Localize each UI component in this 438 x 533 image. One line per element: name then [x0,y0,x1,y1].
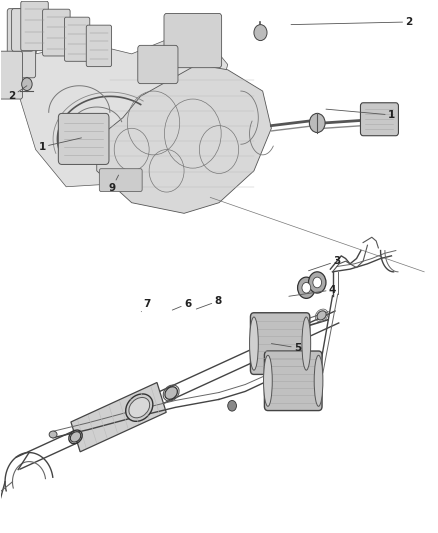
Text: 1: 1 [326,109,395,120]
FancyBboxPatch shape [138,45,178,84]
Text: 4: 4 [289,285,336,296]
FancyBboxPatch shape [12,9,33,51]
FancyBboxPatch shape [64,17,90,61]
FancyBboxPatch shape [164,13,222,68]
FancyBboxPatch shape [265,351,322,410]
FancyBboxPatch shape [42,9,70,56]
FancyBboxPatch shape [7,9,35,78]
FancyBboxPatch shape [360,103,399,136]
Circle shape [313,277,321,288]
FancyBboxPatch shape [21,1,48,51]
Ellipse shape [314,356,323,406]
Text: 2: 2 [8,86,27,101]
Ellipse shape [317,311,326,320]
Ellipse shape [71,432,81,442]
Circle shape [308,272,326,293]
Polygon shape [71,383,166,452]
FancyBboxPatch shape [86,25,112,67]
Polygon shape [97,64,272,213]
FancyBboxPatch shape [0,51,22,99]
Text: 2: 2 [291,17,413,27]
Text: 5: 5 [272,343,301,353]
Circle shape [309,114,325,133]
Ellipse shape [165,387,177,399]
Text: 6: 6 [172,298,191,310]
Ellipse shape [250,317,258,370]
Circle shape [297,277,315,298]
FancyBboxPatch shape [251,313,310,374]
Circle shape [228,400,237,411]
Ellipse shape [129,398,150,418]
Ellipse shape [126,394,153,422]
Ellipse shape [264,356,272,406]
FancyBboxPatch shape [58,114,109,165]
Circle shape [254,25,267,41]
Circle shape [21,78,32,91]
Text: 3: 3 [308,256,340,271]
Text: 1: 1 [39,138,81,152]
Text: 9: 9 [109,175,119,193]
Ellipse shape [49,431,57,438]
Text: 8: 8 [196,296,222,309]
Circle shape [302,282,311,293]
FancyBboxPatch shape [99,168,142,191]
Ellipse shape [302,317,311,370]
Polygon shape [10,11,241,187]
Text: 7: 7 [141,298,151,312]
